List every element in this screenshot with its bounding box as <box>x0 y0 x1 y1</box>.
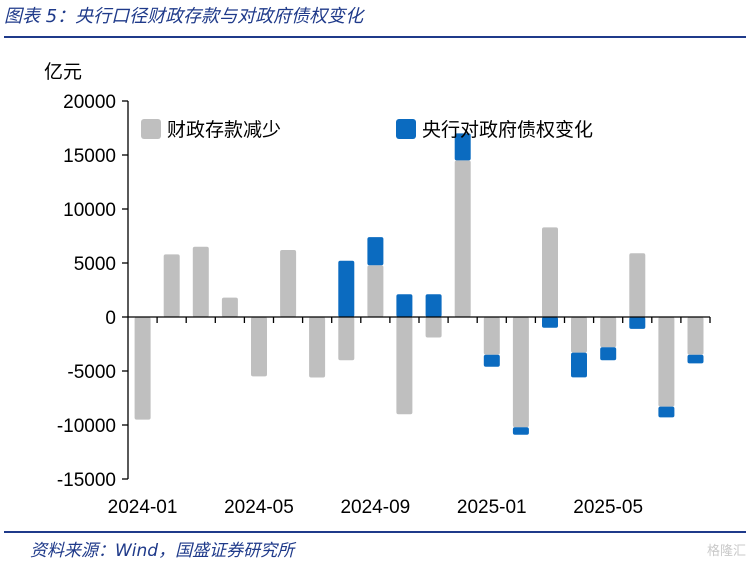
y-tick-label: -10000 <box>57 416 116 437</box>
bar-fiscal-deposit-2024-03 <box>192 246 209 317</box>
bar-central-bank-claims-2024-10 <box>396 294 413 317</box>
bar-fiscal-deposit-2024-12 <box>454 160 471 317</box>
bar-fiscal-deposit-2024-06 <box>280 250 297 317</box>
x-tick-label: 2025-01 <box>457 497 527 518</box>
bar-central-bank-claims-2024-12 <box>454 133 471 161</box>
source-rule <box>4 531 746 533</box>
bar-central-bank-claims-2025-01 <box>483 354 500 367</box>
y-tick-label: 0 <box>105 308 116 329</box>
watermark: 格隆汇 <box>706 544 746 559</box>
bar-central-bank-claims-2025-07 <box>658 406 675 418</box>
bar-fiscal-deposit-2024-04 <box>221 297 238 317</box>
bar-fiscal-deposit-2025-03 <box>542 227 558 317</box>
x-tick-label: 2024-05 <box>224 497 294 518</box>
y-tick-label: 15000 <box>63 146 116 167</box>
bar-central-bank-claims-2025-08 <box>687 354 704 364</box>
title-rule <box>4 36 746 38</box>
bar-fiscal-deposit-2025-01 <box>483 317 500 355</box>
x-tick-label: 2024-01 <box>108 497 178 518</box>
legend-label-fiscal-deposit: 财政存款减少 <box>167 119 281 141</box>
y-tick-label: 10000 <box>63 200 116 221</box>
bar-fiscal-deposit-2024-11 <box>425 317 442 338</box>
y-tick-label: 5000 <box>74 254 116 275</box>
bar-fiscal-deposit-2025-04 <box>571 317 587 353</box>
bar-fiscal-deposit-2024-10 <box>396 317 413 415</box>
source-note: 资料来源：Wind，国盛证券研究所 <box>30 541 295 561</box>
bar-fiscal-deposit-2024-09 <box>367 265 384 317</box>
bar-central-bank-claims-2025-03 <box>542 317 558 328</box>
bar-central-bank-claims-2025-04 <box>571 352 587 378</box>
bar-fiscal-deposit-2025-02 <box>512 317 529 428</box>
bar-fiscal-deposit-2025-05 <box>600 317 617 348</box>
bar-fiscal-deposit-2024-01 <box>134 317 151 420</box>
legend-swatch-fiscal-deposit <box>141 119 161 139</box>
bar-central-bank-claims-2025-05 <box>600 347 617 361</box>
y-axis-unit: 亿元 <box>44 61 82 83</box>
legend-label-central-bank-claims: 央行对政府债权变化 <box>422 119 593 141</box>
bar-central-bank-claims-2024-11 <box>425 294 442 317</box>
bar-fiscal-deposit-2024-02 <box>163 254 180 317</box>
legend: 财政存款减少 央行对政府债权变化 <box>141 119 593 141</box>
bar-fiscal-deposit-2024-08 <box>338 317 355 361</box>
bar-fiscal-deposit-2025-06 <box>629 253 646 317</box>
bar-central-bank-claims-2025-02 <box>512 427 529 435</box>
figure-title: 图表 5：央行口径财政存款与对政府债权变化 <box>4 6 364 27</box>
y-tick-label: -15000 <box>57 470 116 491</box>
bar-fiscal-deposit-2025-08 <box>687 317 704 355</box>
y-tick-label: -5000 <box>67 362 116 383</box>
bar-central-bank-claims-2025-06 <box>629 317 646 329</box>
bar-central-bank-claims-2024-09 <box>367 237 384 266</box>
x-tick-label: 2024-09 <box>340 497 410 518</box>
bar-fiscal-deposit-2024-07 <box>309 317 326 378</box>
bar-fiscal-deposit-2025-07 <box>658 317 675 407</box>
bar-central-bank-claims-2024-08 <box>338 260 355 317</box>
bar-fiscal-deposit-2024-05 <box>251 317 267 377</box>
x-tick-label: 2025-05 <box>573 497 643 518</box>
legend-swatch-central-bank-claims <box>396 119 416 139</box>
y-tick-label: 20000 <box>63 92 116 113</box>
